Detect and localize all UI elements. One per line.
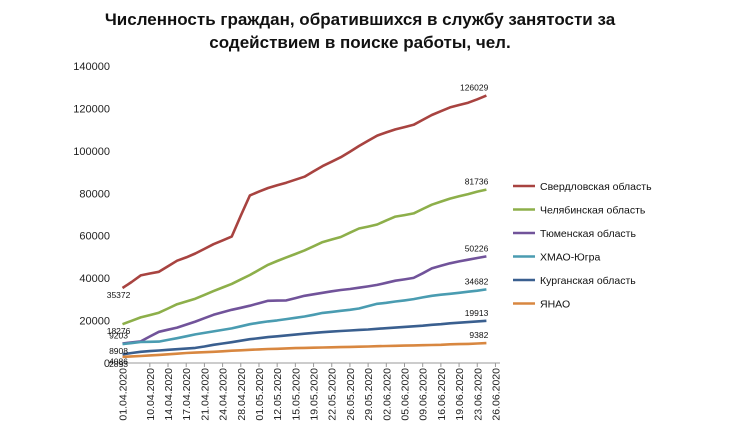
legend-item-курганская-область: Курганская область	[513, 275, 636, 287]
x-tick-label: 26.06.2020	[490, 368, 502, 421]
legend-item-тюменская-область: Тюменская область	[513, 228, 636, 240]
x-tick-label: 28.04.2020	[236, 368, 248, 421]
y-tick-label: 120000	[73, 103, 110, 115]
chart-title-line-2: содействием в поиске работы, чел.	[209, 33, 511, 52]
data-label: 126029	[460, 83, 489, 93]
data-label: 35372	[107, 290, 131, 300]
series-line-янао	[122, 341, 487, 359]
x-tick-label: 01.04.2020	[118, 368, 130, 421]
x-tick-label: 19.06.2020	[454, 368, 466, 421]
legend-item-хмао-югра: ХМАО-Югра	[513, 252, 600, 264]
series-line-тюменская-область	[122, 255, 487, 345]
legend-item-янао: ЯНАО	[513, 299, 570, 311]
y-axis: 0 20000 40000 60000 80000 100000 120000 140000	[73, 61, 110, 370]
data-label: 19913	[465, 308, 489, 318]
x-tick-label: 01.05.2020	[254, 368, 266, 421]
x-axis: 01.04.2020 10.04.2020 14.04.2020 17.04.2020…	[118, 362, 502, 421]
x-tick-label: 26.05.2020	[345, 368, 357, 421]
y-tick-label: 100000	[73, 146, 110, 158]
chart-title: Численность граждан, обратившихся в служ…	[60, 8, 660, 54]
data-label: 81736	[465, 177, 489, 187]
legend-item-челябинская-область: Челябинская область	[513, 205, 646, 217]
series-line-свердловская-область	[121, 94, 487, 290]
legend-label: Тюменская область	[540, 228, 636, 240]
data-label: 2893	[109, 359, 128, 369]
series-line-хмао-югра	[122, 288, 487, 346]
legend-label: Курганская область	[540, 275, 636, 287]
x-tick-label: 24.04.2020	[218, 368, 230, 421]
legend-item-свердловская-область: Свердловская область	[513, 181, 652, 193]
legend-label: Свердловская область	[540, 181, 652, 193]
data-label: 4086	[109, 356, 128, 366]
x-tick-label: 02.06.2020	[381, 368, 393, 421]
data-label: 50226	[465, 243, 489, 253]
x-tick-label: 21.04.2020	[199, 368, 211, 421]
x-tick-label: 12.05.2020	[272, 368, 284, 421]
legend: Свердловская область Челябинская область Т…	[513, 181, 652, 311]
y-tick-label: 60000	[79, 231, 110, 243]
x-tick-label: 10.04.2020	[145, 368, 157, 421]
x-tick-label: 22.05.2020	[327, 368, 339, 421]
data-label: 18276	[107, 326, 131, 336]
x-tick-label: 05.06.2020	[400, 368, 412, 421]
x-tick-label: 29.05.2020	[363, 368, 375, 421]
data-label: 9203	[109, 330, 128, 340]
x-tick-label: 17.04.2020	[181, 368, 193, 421]
series-line-курганская-область	[122, 319, 487, 356]
series-line-челябинская-область	[122, 188, 487, 326]
y-tick-label: 20000	[79, 316, 110, 328]
chart-title-line-1: Численность граждан, обратившихся в служ…	[104, 10, 616, 29]
data-label: 8908	[109, 346, 128, 356]
series-layer	[121, 94, 487, 359]
data-label: 9382	[469, 330, 488, 340]
legend-label: ХМАО-Югра	[540, 252, 600, 264]
y-tick-label: 0	[104, 358, 110, 370]
x-tick-label: 14.04.2020	[163, 368, 175, 421]
data-label: 34682	[465, 276, 489, 286]
y-tick-label: 80000	[79, 188, 110, 200]
x-tick-label: 19.05.2020	[309, 368, 321, 421]
x-tick-label: 09.06.2020	[418, 368, 430, 421]
legend-label: Челябинская область	[540, 205, 646, 217]
y-tick-label: 40000	[79, 273, 110, 285]
legend-label: ЯНАО	[540, 299, 570, 311]
data-labels: 35372 126029 18276 81736 9203 50226 8908 34682 4…	[107, 83, 489, 369]
x-tick-label: 16.06.2020	[436, 368, 448, 421]
x-tick-label: 15.05.2020	[290, 368, 302, 421]
x-tick-label: 23.06.2020	[472, 368, 484, 421]
y-tick-label: 140000	[73, 61, 110, 73]
